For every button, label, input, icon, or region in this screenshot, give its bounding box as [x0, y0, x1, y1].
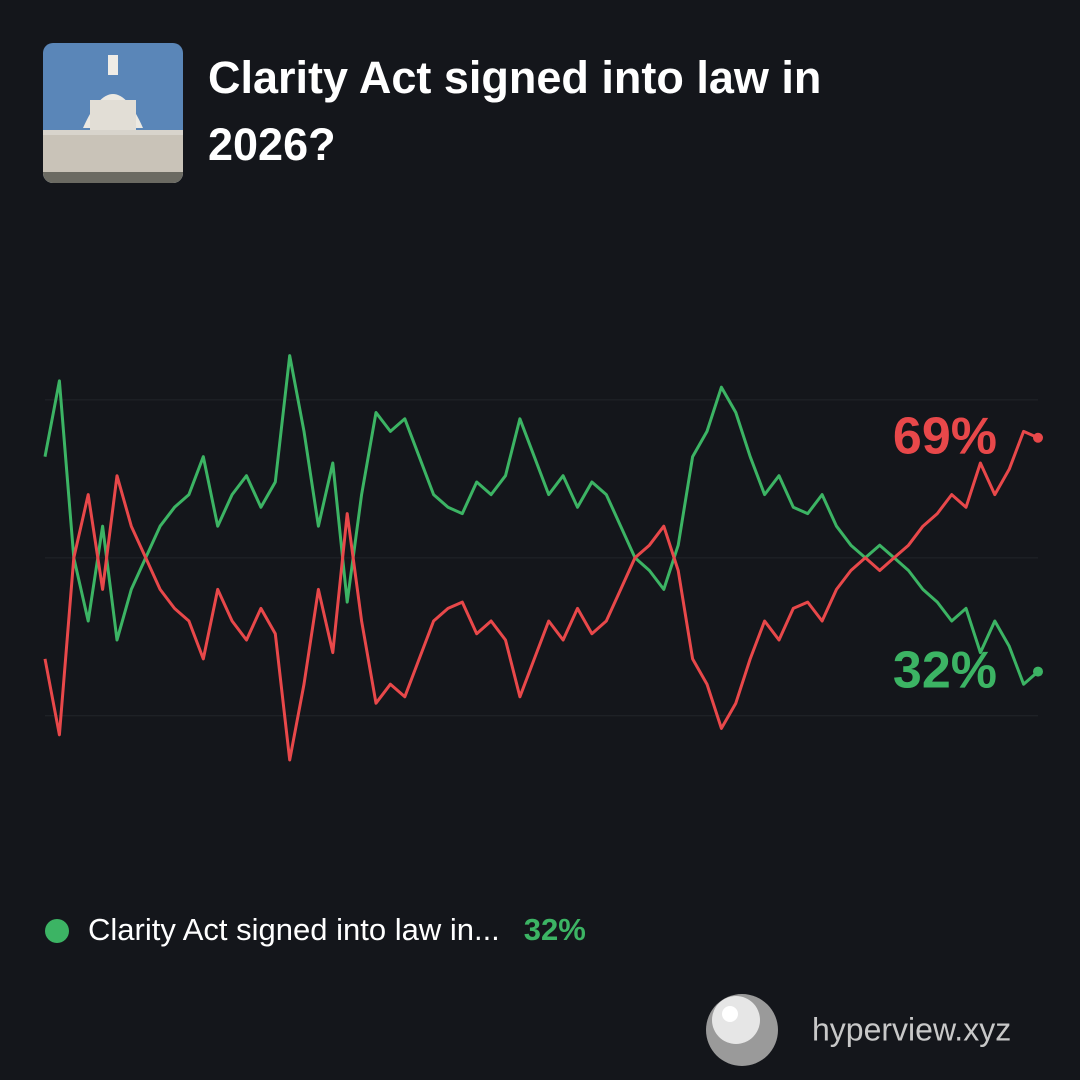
end-label: 32%: [893, 641, 997, 699]
chart-title: Clarity Act signed into law in 2026?: [208, 52, 822, 170]
series-line: [43, 354, 1039, 686]
footer: hyperview.xyz: [812, 1011, 1011, 1047]
series-line: [43, 429, 1039, 762]
end-dot: [1033, 666, 1043, 677]
legend-dot: [45, 919, 69, 943]
logo: [706, 994, 778, 1066]
legend-value: 32%: [524, 912, 586, 947]
end-label: 69%: [893, 407, 997, 465]
capitol-thumbnail: [43, 43, 183, 183]
end-dot: [1033, 432, 1043, 443]
legend-label: Clarity Act signed into law in...: [88, 912, 500, 947]
